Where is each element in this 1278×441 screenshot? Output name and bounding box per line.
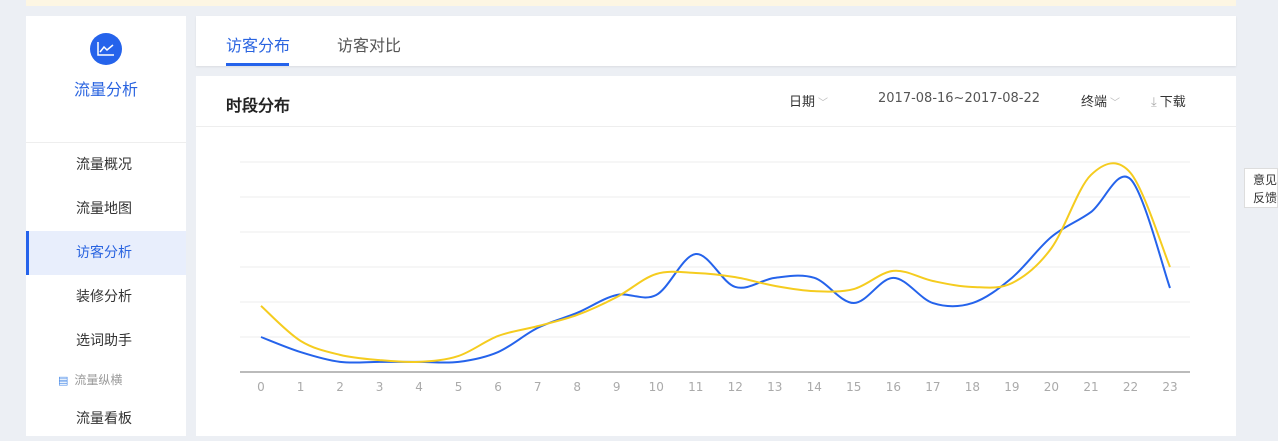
- feedback-button[interactable]: 意见 反馈: [1244, 168, 1278, 208]
- line-chart-icon: [90, 33, 122, 65]
- chevron-down-icon: ﹀: [818, 98, 829, 109]
- x-tick-label: 3: [376, 380, 384, 394]
- building-icon: ▤: [58, 374, 69, 387]
- terminal-label: 终端: [1081, 95, 1108, 110]
- notice-bar: [26, 0, 1236, 6]
- x-tick-label: 11: [688, 380, 703, 394]
- x-tick-label: 8: [573, 380, 581, 394]
- feedback-line2: 反馈: [1253, 191, 1278, 205]
- x-tick-label: 16: [886, 380, 901, 394]
- x-tick-label: 22: [1123, 380, 1138, 394]
- tab-bar: 访客分布 访客对比: [196, 16, 1236, 66]
- sidebar-item-overview[interactable]: 流量概况: [76, 157, 132, 173]
- sidebar-item-dashboard[interactable]: 流量看板: [76, 411, 132, 427]
- x-tick-label: 14: [807, 380, 822, 394]
- line-chart: 0 1 2 3 4 5 6 7 8 9 10 11 12 13 14 15 16 17 18 19 20 21 22 23: [240, 161, 1190, 394]
- x-tick-label: 18: [965, 380, 980, 394]
- x-tick-label: 21: [1083, 380, 1098, 394]
- sidebar-item-decoration[interactable]: 装修分析: [76, 289, 132, 305]
- x-tick-label: 1: [297, 380, 305, 394]
- sidebar: 流量分析 流量概况 流量地图 访客分析 装修分析 选词助手 ▤ 流量纵横 流量看板: [26, 16, 186, 436]
- x-tick-label: 13: [767, 380, 782, 394]
- chart-panel: 时段分布 日期 ﹀ 2017-08-16~2017-08-22 终端 ﹀ ⤓ 下载: [196, 76, 1236, 436]
- series-line-2: [260, 162, 1171, 364]
- sidebar-title: 流量分析: [73, 80, 138, 99]
- sidebar-item-visitor-analysis[interactable]: 访客分析: [26, 231, 186, 275]
- tab-visitor-compare[interactable]: 访客对比: [337, 36, 402, 55]
- x-tick-label: 20: [1044, 380, 1059, 394]
- x-tick-label: 6: [494, 380, 502, 394]
- x-tick-label: 17: [925, 380, 940, 394]
- x-tick-label: 10: [649, 380, 664, 394]
- date-range[interactable]: 2017-08-16~2017-08-22: [878, 91, 1040, 106]
- x-tick-label: 7: [534, 380, 542, 394]
- download-label: 下载: [1159, 95, 1186, 110]
- x-tick-label: 5: [455, 380, 463, 394]
- sidebar-header: 流量分析: [26, 33, 186, 143]
- download-icon: ⤓: [1151, 95, 1157, 110]
- feedback-line1: 意见: [1253, 173, 1278, 187]
- panel-title: 时段分布: [226, 96, 291, 115]
- x-tick-label: 19: [1004, 380, 1019, 394]
- x-tick-label: 0: [257, 380, 265, 394]
- tab-visitor-distribution[interactable]: 访客分布: [226, 36, 291, 55]
- x-tick-label: 15: [846, 380, 861, 394]
- date-dropdown[interactable]: 日期 ﹀: [789, 91, 828, 110]
- group-label: 流量纵横: [74, 373, 123, 387]
- chevron-down-icon: ﹀: [1110, 98, 1121, 109]
- sidebar-group: ▤ 流量纵横: [26, 363, 186, 397]
- x-tick-label: 9: [613, 380, 621, 394]
- sidebar-item-map[interactable]: 流量地图: [76, 201, 132, 217]
- active-tab-indicator: [226, 63, 289, 66]
- x-tick-label: 12: [728, 380, 743, 394]
- series-line-1: [260, 175, 1171, 364]
- date-label: 日期: [789, 95, 816, 110]
- x-tick-label: 4: [415, 380, 423, 394]
- download-button[interactable]: ⤓ 下载: [1151, 91, 1186, 110]
- terminal-dropdown[interactable]: 终端 ﹀: [1081, 91, 1120, 110]
- x-tick-label: 23: [1162, 380, 1177, 394]
- sidebar-item-keyword[interactable]: 选词助手: [76, 333, 132, 349]
- x-tick-label: 2: [336, 380, 344, 394]
